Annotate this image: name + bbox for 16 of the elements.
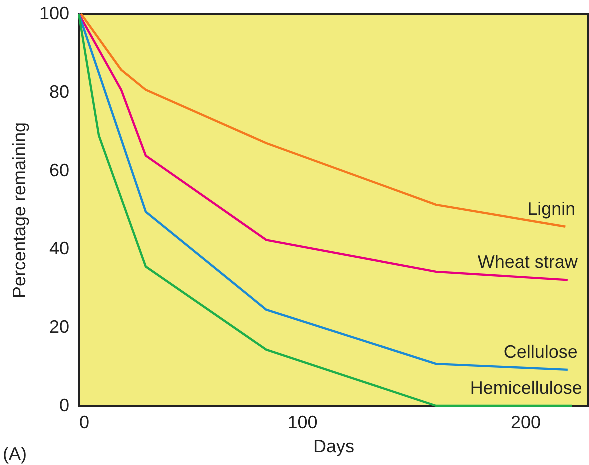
y-tick-label: 40 bbox=[49, 238, 70, 259]
x-axis-title: Days bbox=[313, 436, 355, 456]
text: (A) bbox=[3, 444, 27, 464]
series-label: Cellulose bbox=[504, 342, 578, 362]
series-label: Wheat straw bbox=[478, 252, 579, 272]
y-tick-label: 20 bbox=[49, 317, 70, 338]
y-tick-label: 60 bbox=[49, 160, 70, 180]
series-label: Hemicellulose bbox=[470, 378, 582, 398]
series-label: Lignin bbox=[528, 198, 576, 219]
y-tick-label: 100 bbox=[39, 4, 70, 24]
y-tick-label: 0 bbox=[59, 396, 70, 416]
y-axis-title: Percentage remaining bbox=[9, 122, 30, 299]
y-tick-label: 80 bbox=[49, 82, 70, 102]
x-tick-label: 0 bbox=[80, 412, 90, 432]
x-tick-label: 200 bbox=[510, 412, 542, 432]
x-tick-label: 100 bbox=[288, 412, 318, 432]
